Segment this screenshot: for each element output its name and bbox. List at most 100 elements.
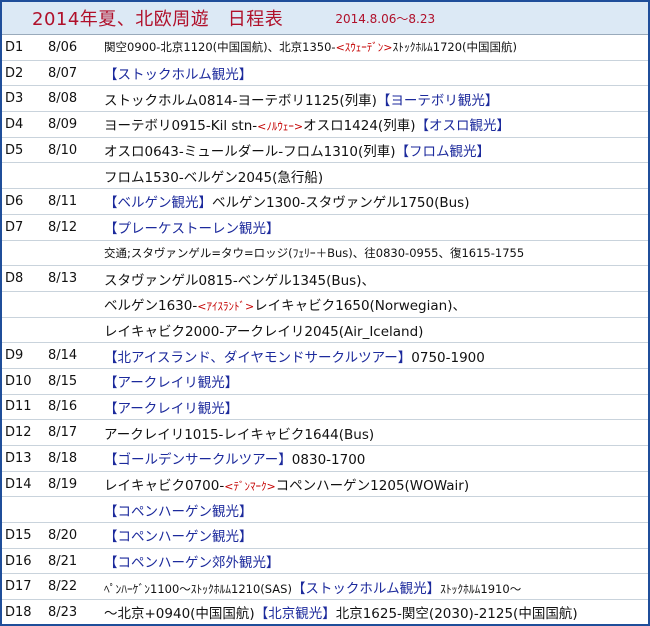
sightseeing-label: 【北アイスランド、ダイヤモンドサークルツアー】 <box>104 349 412 366</box>
date: 8/18 <box>48 450 78 466</box>
day-number: D18 <box>5 604 32 620</box>
schedule-description: 【北アイスランド、ダイヤモンドサークルツアー】0750-1900 <box>104 346 648 366</box>
day-number: D5 <box>5 142 24 158</box>
country-label: <ｱｲｽﾗﾝﾄﾞ> <box>197 300 255 314</box>
date: 8/13 <box>48 271 78 287</box>
schedule-description: 【ストックホルム観光】 <box>104 63 648 83</box>
day-number: D6 <box>5 193 24 209</box>
schedule-description: 【プレーケストーレン観光】 <box>104 217 648 237</box>
transport-text: レイキャビク2000-アークレイリ2045(Air_Iceland) <box>104 323 424 340</box>
date: 8/06 <box>48 39 78 55</box>
schedule-description: 【コペンハーゲン観光】 <box>104 500 648 520</box>
date: 8/10 <box>48 142 78 158</box>
day-number: D12 <box>5 425 32 441</box>
itinerary-row: 【コペンハーゲン観光】 <box>2 497 648 524</box>
date: 8/20 <box>48 527 78 543</box>
date: 8/17 <box>48 425 78 441</box>
day-number: D13 <box>5 450 32 466</box>
transport-text: レイキャビク0700- <box>104 478 225 495</box>
sightseeing-label: 【コペンハーゲン観光】 <box>104 529 253 546</box>
itinerary-row: D9 8/14 【北アイスランド、ダイヤモンドサークルツアー】0750-1900 <box>2 343 648 369</box>
schedule-description: ～北京+0940(中国国航)【北京観光】北京1625-関空(2030)-2125… <box>104 602 648 622</box>
sightseeing-label: 【アークレイリ観光】 <box>104 375 239 392</box>
transport-text: ベルゲン1300-スタヴァンゲル1750(Bus) <box>212 195 470 212</box>
date: 8/23 <box>48 604 78 620</box>
transport-text: ｽﾄｯｸﾎﾙﾑ1720(中国国航) <box>392 40 518 55</box>
itinerary-row: 交通;スタヴァンゲル=タウ=ロッジ(ﾌｪﾘｰ＋Bus)、往0830-0955、復… <box>2 241 648 267</box>
day-number: D9 <box>5 348 24 364</box>
day-number: D4 <box>5 116 24 132</box>
schedule-description: 【ベルゲン観光】ベルゲン1300-スタヴァンゲル1750(Bus) <box>104 191 648 211</box>
sightseeing-label: 【ゴールデンサークルツアー】 <box>104 452 292 469</box>
itinerary-row: D16 8/21 【コペンハーゲン郊外観光】 <box>2 549 648 575</box>
date: 8/21 <box>48 553 78 569</box>
title-row: 2014年夏、北欧周遊 日程表 2014.8.06～8.23 <box>2 2 648 35</box>
schedule-description: フロム1530-ベルゲン2045(急行船) <box>104 166 648 186</box>
date: 8/11 <box>48 193 78 209</box>
itinerary-row: D1 8/06 関空0900-北京1120(中国国航)、北京1350-<ｽｳｪｰﾃﾞ… <box>2 35 648 61</box>
day-number: D11 <box>5 399 32 415</box>
schedule-description: ヨーテボリ0915-Kil stn-<ﾉﾙｳｪｰ>オスロ1424(列車)【オスロ… <box>104 114 648 134</box>
transport-text: レイキャビク1650(Norwegian)、 <box>254 298 466 315</box>
day-number: D2 <box>5 65 24 81</box>
date: 8/15 <box>48 373 78 389</box>
transport-text: アークレイリ1015-レイキャビク1644(Bus) <box>104 426 375 443</box>
date: 8/12 <box>48 219 78 235</box>
sightseeing-label: 【ストックホルム観光】 <box>104 67 253 84</box>
sightseeing-label: 【フロム観光】 <box>395 144 491 161</box>
itinerary-row: D17 8/22 ﾍﾟﾝﾊｰｹﾞﾝ1100～ｽﾄｯｸﾎﾙﾑ1210(SAS)【ストッ… <box>2 574 648 601</box>
day-number: D8 <box>5 271 24 287</box>
transport-text: 北京1625-関空(2030)-2125(中国国航) <box>335 606 578 623</box>
sightseeing-label: 【アークレイリ観光】 <box>104 400 239 417</box>
sightseeing-label: 【北京観光】 <box>254 606 336 623</box>
day-number: D16 <box>5 553 32 569</box>
transport-text: スタヴァンゲル0815-ベンゲル1345(Bus)、 <box>104 272 375 289</box>
schedule-description: 【コペンハーゲン観光】 <box>104 525 648 545</box>
date: 8/22 <box>48 579 78 595</box>
schedule-description: 【コペンハーゲン郊外観光】 <box>104 551 648 571</box>
transport-text: オスロ1424(列車) <box>303 118 416 135</box>
itinerary-row: D13 8/18 【ゴールデンサークルツアー】0830-1700 <box>2 446 648 472</box>
country-label: <ﾉﾙｳｪｰ> <box>257 120 304 134</box>
itinerary-row: D10 8/15 【アークレイリ観光】 <box>2 369 648 395</box>
itinerary-row: D12 8/17 アークレイリ1015-レイキャビク1644(Bus) <box>2 420 648 446</box>
date: 8/19 <box>48 476 78 492</box>
itinerary-row: D7 8/12 【プレーケストーレン観光】 <box>2 215 648 241</box>
itinerary-row: D5 8/10 オスロ0643-ミュールダール-フロム1310(列車)【フロム観光】 <box>2 138 648 164</box>
date: 8/07 <box>48 65 78 81</box>
date: 8/08 <box>48 91 78 107</box>
sightseeing-label: 【オスロ観光】 <box>415 118 510 135</box>
transport-text: ベルゲン1630- <box>104 298 198 315</box>
trip-period: 2014.8.06～8.23 <box>335 11 436 26</box>
itinerary-row: D14 8/19 レイキャビク0700-<ﾃﾞﾝﾏｰｸ>コペンハーゲン1205(WO… <box>2 472 648 498</box>
sightseeing-label: 【コペンハーゲン郊外観光】 <box>104 555 280 572</box>
schedule-description: 関空0900-北京1120(中国国航)、北京1350-<ｽｳｪｰﾃﾞﾝ>ｽﾄｯｸ… <box>104 39 648 55</box>
day-number: D7 <box>5 219 24 235</box>
itinerary-row: フロム1530-ベルゲン2045(急行船) <box>2 163 648 190</box>
day-number: D3 <box>5 91 24 107</box>
itinerary-row: レイキャビク2000-アークレイリ2045(Air_Iceland) <box>2 318 648 344</box>
transport-text: フロム1530-ベルゲン2045(急行船) <box>104 169 324 186</box>
itinerary-row: D6 8/11 【ベルゲン観光】ベルゲン1300-スタヴァンゲル1750(Bus) <box>2 189 648 215</box>
itinerary-row: D3 8/08 ストックホルム0814-ヨーテボリ1125(列車)【ヨーテボリ観光】 <box>2 86 648 113</box>
day-number: D1 <box>5 39 24 55</box>
schedule-description: ﾍﾟﾝﾊｰｹﾞﾝ1100～ｽﾄｯｸﾎﾙﾑ1210(SAS)【ストックホルム観光】… <box>104 577 648 597</box>
transport-text: ｽﾄｯｸﾎﾙﾑ1910～ <box>440 581 522 596</box>
sightseeing-label: 【ストックホルム観光】 <box>291 580 441 597</box>
schedule-description: レイキャビク2000-アークレイリ2045(Air_Iceland) <box>104 320 648 340</box>
date: 8/14 <box>48 348 78 364</box>
transport-text: オスロ0643-ミュールダール-フロム1310(列車) <box>104 144 396 161</box>
transport-text: ヨーテボリ0915-Kil stn- <box>104 118 258 135</box>
transport-text: ～北京+0940(中国国航) <box>104 606 255 623</box>
sightseeing-label: 【コペンハーゲン観光】 <box>104 503 253 520</box>
itinerary-row: D15 8/20 【コペンハーゲン観光】 <box>2 523 648 549</box>
date: 8/16 <box>48 399 78 415</box>
day-number: D17 <box>5 579 32 595</box>
schedule-description: 【アークレイリ観光】 <box>104 397 648 417</box>
country-label: <ｽｳｪｰﾃﾞﾝ> <box>335 41 393 55</box>
page-title: 2014年夏、北欧周遊 日程表 <box>32 9 284 30</box>
sightseeing-label: 【プレーケストーレン観光】 <box>104 221 280 238</box>
country-label: <ﾃﾞﾝﾏｰｸ> <box>224 480 276 494</box>
itinerary-row: D4 8/09 ヨーテボリ0915-Kil stn-<ﾉﾙｳｪｰ>オスロ1424(列… <box>2 112 648 138</box>
day-number: D10 <box>5 373 32 389</box>
